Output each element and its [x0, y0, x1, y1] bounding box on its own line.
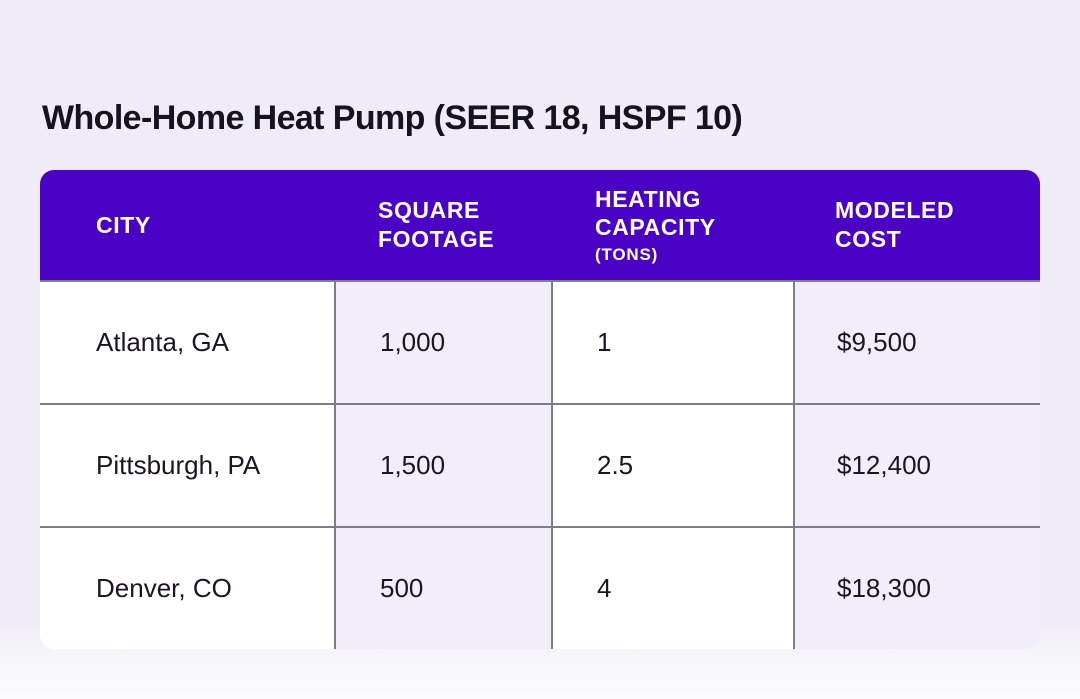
table-cell-heating-capacity: 4: [551, 526, 793, 649]
column-header-heating-capacity: HEATING CAPACITY (TONS): [551, 170, 793, 280]
column-header-label: CITY: [96, 211, 151, 238]
column-header-square-footage: SQUARE FOOTAGE: [334, 170, 551, 280]
column-header-label: HEATING CAPACITY: [595, 185, 716, 241]
table-cell-square-footage: 1,000: [334, 280, 551, 403]
table-cell-heating-capacity: 1: [551, 280, 793, 403]
table-cell-modeled-cost: $12,400: [793, 403, 1040, 526]
table-cell-modeled-cost: $9,500: [793, 280, 1040, 403]
table-cell-square-footage: 500: [334, 526, 551, 649]
table-cell-heating-capacity: 2.5: [551, 403, 793, 526]
heat-pump-table: CITY SQUARE FOOTAGE HEATING CAPACITY (TO…: [40, 170, 1040, 649]
page-title: Whole-Home Heat Pump (SEER 18, HSPF 10): [42, 98, 743, 137]
column-header-modeled-cost: MODELED COST: [793, 170, 1040, 280]
table-cell-modeled-cost: $18,300: [793, 526, 1040, 649]
column-header-units: (TONS): [595, 245, 659, 265]
column-header-label: SQUARE FOOTAGE: [378, 197, 495, 252]
column-header-label: MODELED COST: [835, 197, 955, 252]
table-cell-city: Denver, CO: [40, 526, 334, 649]
column-header-city: CITY: [40, 170, 334, 280]
table-cell-city: Atlanta, GA: [40, 280, 334, 403]
table-cell-city: Pittsburgh, PA: [40, 403, 334, 526]
table-cell-square-footage: 1,500: [334, 403, 551, 526]
